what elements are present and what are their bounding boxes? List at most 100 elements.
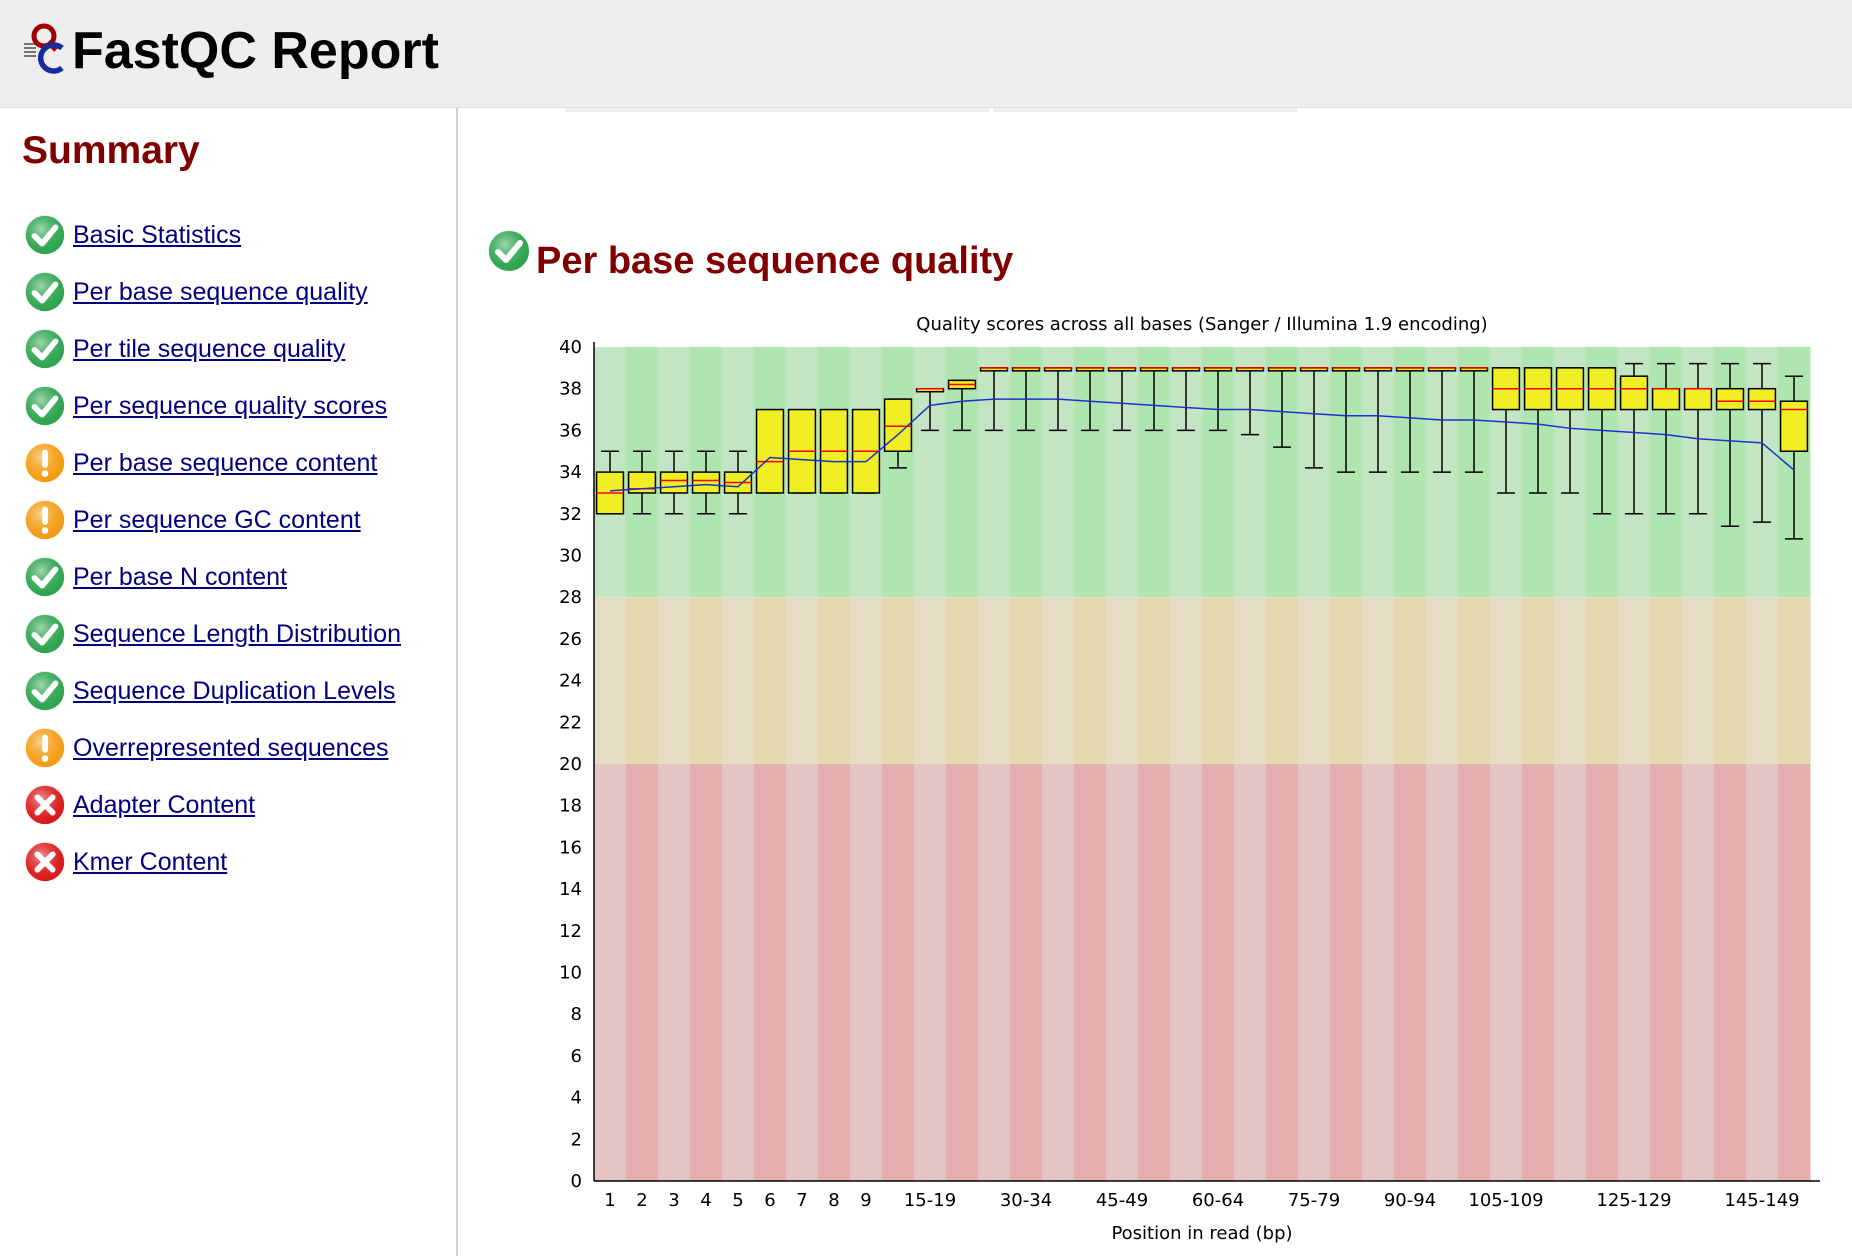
summary-link[interactable]: Per sequence GC content bbox=[73, 506, 361, 534]
zone-band-poor bbox=[1618, 764, 1651, 1181]
x-axis-label: Position in read (bp) bbox=[1111, 1223, 1292, 1244]
y-tick-label: 18 bbox=[559, 796, 582, 817]
iqr-box bbox=[1779, 400, 1809, 452]
y-tick-label: 2 bbox=[571, 1129, 582, 1150]
zone-band-reasonable bbox=[690, 597, 723, 764]
x-tick-label: 7 bbox=[796, 1190, 807, 1211]
quality-boxplot-chart: Quality scores across all bases (Sanger … bbox=[559, 314, 1820, 1244]
summary-link[interactable]: Sequence Duplication Levels bbox=[73, 677, 396, 705]
zone-band-poor bbox=[1426, 764, 1459, 1181]
x-tick-label: 6 bbox=[764, 1190, 775, 1211]
summary-link[interactable]: Per sequence quality scores bbox=[73, 392, 388, 420]
zone-band-poor bbox=[882, 764, 915, 1181]
zone-band-poor bbox=[1586, 764, 1619, 1181]
summary-link[interactable]: Per base sequence quality bbox=[73, 278, 368, 306]
zone-band-reasonable bbox=[1714, 597, 1747, 764]
summary-link[interactable]: Sequence Length Distribution bbox=[73, 620, 402, 648]
zone-band-reasonable bbox=[1266, 597, 1299, 764]
iqr-box bbox=[755, 408, 785, 494]
y-tick-label: 38 bbox=[559, 379, 582, 400]
zone-band-reasonable bbox=[882, 597, 915, 764]
y-tick-label: 6 bbox=[571, 1046, 582, 1067]
zone-band-reasonable bbox=[978, 597, 1011, 764]
report-header: FastQC Report bbox=[0, 0, 1852, 108]
zone-band-reasonable bbox=[1362, 597, 1395, 764]
pass-icon bbox=[23, 213, 67, 257]
zone-band-poor bbox=[1234, 764, 1267, 1181]
zone-band-reasonable bbox=[1778, 597, 1811, 764]
y-tick-label: 32 bbox=[559, 504, 582, 525]
zone-band-reasonable bbox=[594, 597, 627, 764]
zone-band-reasonable bbox=[1682, 597, 1715, 764]
fail-icon bbox=[23, 840, 67, 884]
zone-band-poor bbox=[1106, 764, 1139, 1181]
summary-link[interactable]: Adapter Content bbox=[73, 791, 256, 819]
summary-title: Summary bbox=[22, 129, 200, 172]
zone-band-reasonable bbox=[1202, 597, 1235, 764]
x-tick-label: 8 bbox=[828, 1190, 839, 1211]
y-tick-label: 0 bbox=[571, 1171, 582, 1192]
zone-band-reasonable bbox=[1586, 597, 1619, 764]
x-tick-label: 2 bbox=[636, 1190, 647, 1211]
y-tick-label: 10 bbox=[559, 963, 582, 984]
zone-band-reasonable bbox=[658, 597, 691, 764]
x-tick-label: 4 bbox=[700, 1190, 711, 1211]
x-tick-label: 15-19 bbox=[904, 1190, 956, 1211]
summary-link[interactable]: Per base sequence content bbox=[73, 449, 378, 477]
y-tick-label: 30 bbox=[559, 546, 582, 567]
zone-band-poor bbox=[914, 764, 947, 1181]
iqr-box bbox=[1619, 375, 1649, 411]
pass-icon bbox=[23, 555, 67, 599]
pass-icon bbox=[487, 229, 531, 273]
zone-band-poor bbox=[1746, 764, 1779, 1181]
zone-band-reasonable bbox=[754, 597, 787, 764]
zone-band-poor bbox=[1714, 764, 1747, 1181]
pass-icon bbox=[23, 669, 67, 713]
zone-band-reasonable bbox=[1394, 597, 1427, 764]
zone-band-reasonable bbox=[1490, 597, 1523, 764]
zone-band-poor bbox=[1522, 764, 1555, 1181]
zone-band-poor bbox=[1202, 764, 1235, 1181]
zone-band-reasonable bbox=[1650, 597, 1683, 764]
zone-band-reasonable bbox=[722, 597, 755, 764]
x-tick-label: 5 bbox=[732, 1190, 743, 1211]
zone-band-poor bbox=[946, 764, 979, 1181]
zone-band-poor bbox=[1394, 764, 1427, 1181]
y-tick-label: 4 bbox=[571, 1088, 582, 1109]
zone-band-reasonable bbox=[1458, 597, 1491, 764]
zone-band-reasonable bbox=[626, 597, 659, 764]
y-tick-label: 26 bbox=[559, 629, 582, 650]
zone-band-reasonable bbox=[1106, 597, 1139, 764]
zone-band-poor bbox=[658, 764, 691, 1181]
y-tick-label: 22 bbox=[559, 712, 582, 733]
pass-icon bbox=[23, 327, 67, 371]
y-tick-label: 34 bbox=[559, 462, 582, 483]
summary-link[interactable]: Basic Statistics bbox=[73, 221, 242, 249]
summary-link[interactable]: Kmer Content bbox=[73, 848, 228, 876]
y-tick-label: 24 bbox=[559, 671, 582, 692]
iqr-box bbox=[691, 471, 721, 494]
zone-band-poor bbox=[1682, 764, 1715, 1181]
x-tick-label: 30-34 bbox=[1000, 1190, 1052, 1211]
zone-band-poor bbox=[1458, 764, 1491, 1181]
summary-link[interactable]: Per base N content bbox=[73, 563, 288, 591]
y-tick-label: 20 bbox=[559, 754, 582, 775]
zone-band-poor bbox=[1650, 764, 1683, 1181]
x-tick-label: 9 bbox=[860, 1190, 871, 1211]
app-title: FastQC Report bbox=[72, 22, 439, 80]
y-tick-label: 28 bbox=[559, 587, 582, 608]
warn-icon bbox=[23, 441, 67, 485]
x-tick-label: 3 bbox=[668, 1190, 679, 1211]
summary-link[interactable]: Per tile sequence quality bbox=[73, 335, 346, 363]
zone-band-poor bbox=[1138, 764, 1171, 1181]
zone-band-poor bbox=[1330, 764, 1363, 1181]
iqr-box bbox=[1715, 387, 1745, 411]
summary-link[interactable]: Overrepresented sequences bbox=[73, 734, 389, 762]
warn-icon bbox=[23, 498, 67, 542]
tab-strip-right bbox=[993, 108, 1297, 112]
zone-band-poor bbox=[722, 764, 755, 1181]
x-tick-label: 1 bbox=[604, 1190, 615, 1211]
zone-band-reasonable bbox=[1010, 597, 1043, 764]
zone-band-poor bbox=[754, 764, 787, 1181]
fastqc-logo-icon bbox=[24, 23, 64, 74]
